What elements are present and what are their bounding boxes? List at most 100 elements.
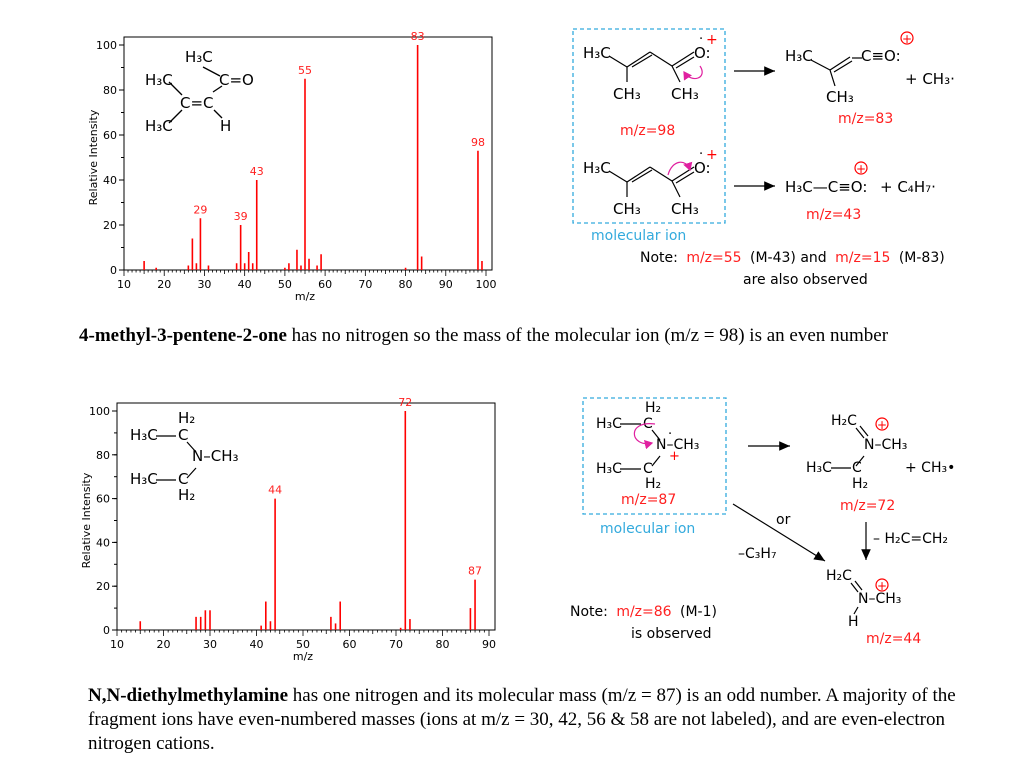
scheme2-note-mz86: m/z=86: [616, 604, 671, 620]
svg-text:+: +: [877, 579, 887, 593]
scheme2-h3c-lower: H₃C: [596, 461, 622, 477]
scheme2-arrow-diagonal: [732, 503, 826, 562]
svg-text:C: C: [178, 426, 188, 444]
x-tick-label: 70: [389, 638, 403, 651]
mol1-left-upper-h3c: H₃C: [145, 71, 173, 89]
x-axis-label: m/z: [295, 290, 315, 303]
molecular-ion-box-1: [572, 28, 726, 224]
scheme1-mol-ch3-a: CH₃: [613, 85, 641, 103]
scheme1-prod1-ch3: CH₃: [826, 88, 854, 106]
mol2-h2-bottom: H₂: [178, 486, 195, 504]
scheme1-mz83: m/z=83: [838, 111, 893, 127]
y-axis-label: Relative Intensity: [80, 472, 93, 568]
scheme2-note-line2: is observed: [631, 626, 712, 642]
y-tick-label: 0: [110, 264, 117, 277]
scheme2-p2-n: N–CH₃: [858, 591, 901, 607]
svg-text:Note: m/z=55 (M-43) an: Note: m/z=55 (M-43) and m/z=15 (M-83): [640, 250, 945, 266]
scheme2-mz87: m/z=87: [621, 492, 676, 508]
scheme2-p1-plus: + CH₃•: [905, 460, 955, 476]
y-tick-label: 40: [96, 536, 110, 549]
scheme1-mol-o: O:: [694, 44, 711, 62]
scheme2-p2-h2c: H₂C: [826, 568, 852, 584]
scheme2-p1-h3c: H₃C: [806, 460, 832, 476]
scheme2-or: or: [776, 512, 791, 528]
scheme2-loss-ethylene: – H₂C=CH₂: [873, 531, 948, 547]
peak-label-55: 55: [298, 64, 312, 77]
x-tick-label: 80: [436, 638, 450, 651]
scheme2-p1-h2: H₂: [852, 476, 868, 492]
scheme1-mol2-ch3-b: CH₃: [671, 200, 699, 218]
y-tick-label: 80: [96, 449, 110, 462]
scheme1-mol2-o: O:: [694, 159, 711, 177]
caption-2-compound: N,N-diethylmethylamine: [88, 685, 289, 706]
scheme2-note-prefix: Note:: [570, 604, 608, 620]
svg-text:·: ·: [668, 427, 672, 442]
scheme1-mol2-ch3-a: CH₃: [613, 200, 641, 218]
svg-text:Note: m/z=86 (M-1): Note: m/z=86 (M-1): [570, 604, 717, 620]
x-tick-label: 90: [439, 278, 453, 291]
x-tick-label: 50: [296, 638, 310, 651]
scheme2-loss-c3h7: –C₃H₇: [738, 546, 777, 562]
scheme1-note-mz15: m/z=15: [835, 250, 890, 266]
mol2-n-ch3: N–CH₃: [192, 447, 239, 465]
fragmentation-scheme-2: H₂ H₃C C N–CH₃ H₃C C H₂ · + m/z=87 molec…: [570, 397, 955, 647]
scheme1-prod1-co: C≡O:: [861, 47, 901, 65]
scheme2-h3c-upper: H₃C: [596, 416, 622, 432]
molecule-2-structure: H₂ H₃C C N–CH₃ H₃C C H₂: [130, 409, 239, 504]
mol2-h2-top: H₂: [178, 409, 195, 427]
svg-text:+: +: [669, 449, 680, 464]
x-tick-label: 20: [157, 638, 171, 651]
peak-label-44: 44: [268, 484, 282, 497]
scheme1-mol-h3c: H₃C: [583, 44, 611, 62]
caption-2-text: has one nitrogen and its molecular mass …: [88, 685, 956, 754]
scheme1-note-mz55: m/z=55: [686, 250, 741, 266]
caption-2: N,N-diethylmethylamine has one nitrogen …: [88, 684, 988, 756]
spectrum-1-plot: 0 20 40 60 80 100 10 20 30 40 50 60 70 80 90 100 m/z Rela…: [87, 30, 497, 303]
x-tick-label: 20: [157, 278, 171, 291]
svg-text:+: +: [706, 32, 718, 48]
x-tick-label: 40: [238, 278, 252, 291]
x-tick-label: 70: [358, 278, 372, 291]
scheme1-note-m43: (M-43) and: [750, 250, 827, 266]
spectrum-2-plot: 0 20 40 60 80 100 10 20 30 40 50 60 70 80 90 m/z Relativ…: [80, 396, 496, 663]
scheme1-box-label: molecular ion: [591, 228, 686, 244]
x-axis-label: m/z: [293, 650, 313, 663]
x-tick-label: 30: [203, 638, 217, 651]
svg-text:·: ·: [699, 32, 703, 47]
x-tick-label: 90: [482, 638, 496, 651]
scheme2-n-ch3: N–CH₃: [656, 437, 699, 453]
mass-spectrum-2: 0 20 40 60 80 100 10 20 30 40 50 60 70 80 90 m/z Relativ…: [80, 396, 496, 663]
x-tick-label: 100: [476, 278, 497, 291]
peak-label-98: 98: [471, 136, 485, 149]
caption-1: 4-methyl-3-pentene-2-one has no nitrogen…: [79, 324, 959, 348]
peak-label-43: 43: [250, 165, 264, 178]
x-tick-label: 50: [278, 278, 292, 291]
y-tick-label: 100: [89, 405, 110, 418]
scheme1-note-m83: (M-83): [899, 250, 945, 266]
scheme1-mz43: m/z=43: [806, 207, 861, 223]
scheme1-prod2-plus: + C₄H₇·: [880, 178, 936, 196]
y-tick-label: 40: [103, 174, 117, 187]
mol1-carbonyl: C=O: [219, 71, 254, 89]
y-tick-label: 100: [96, 39, 117, 52]
molecular-ion-box-2: [582, 397, 727, 515]
x-tick-label: 40: [250, 638, 264, 651]
scheme2-p1-h2c: H₂C: [831, 413, 857, 429]
y-axis-label: Relative Intensity: [87, 109, 100, 205]
svg-text:+: +: [706, 147, 718, 163]
scheme1-note-prefix: Note:: [640, 250, 678, 266]
y-tick-label: 20: [96, 580, 110, 593]
y-tick-label: 60: [96, 493, 110, 506]
mol1-left-lower-h3c: H₃C: [145, 117, 173, 135]
x-tick-label: 80: [399, 278, 413, 291]
caption-1-compound: 4-methyl-3-pentene-2-one: [79, 325, 287, 346]
peak-label-72: 72: [398, 396, 412, 409]
mol1-top-h3c: H₃C: [185, 48, 213, 66]
spectrum-2-frame: [116, 402, 496, 631]
scheme2-p2-h: H: [848, 614, 859, 630]
spectrum-1-frame: [123, 36, 493, 271]
mol2-h3c-upper: H₃C: [130, 426, 158, 444]
scheme1-mol-ch3-b: CH₃: [671, 85, 699, 103]
x-tick-label: 30: [197, 278, 211, 291]
x-tick-label: 60: [318, 278, 332, 291]
